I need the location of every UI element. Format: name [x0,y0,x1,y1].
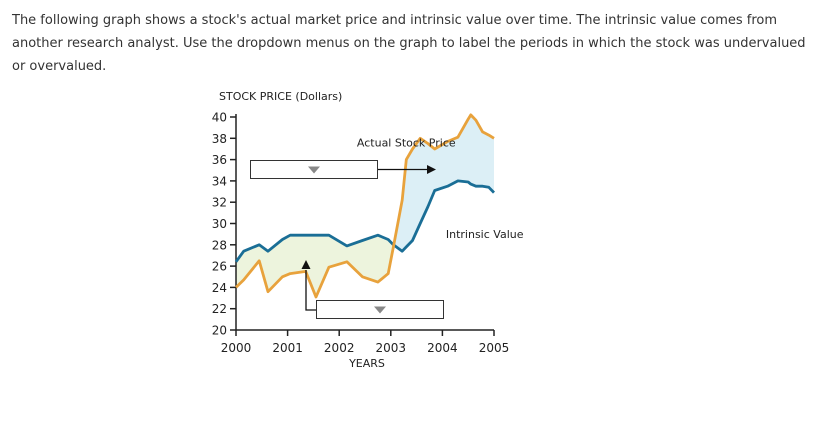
dropdown-period-upper[interactable] [250,160,378,179]
y-tick-label: 20 [212,324,227,338]
x-axis-label: YEARS [348,357,385,370]
x-tick-label: 2004 [427,341,458,355]
y-tick-label: 26 [212,260,227,274]
undervalued-region-fill [236,235,394,297]
x-tick-label: 2000 [221,341,252,355]
x-tick-label: 2001 [272,341,303,355]
actual-stock-price-line [235,113,495,299]
chevron-down-icon [308,166,320,173]
dropdown-period-lower[interactable] [316,300,444,319]
y-tick-label: 38 [212,132,227,146]
chevron-down-icon [374,306,386,313]
y-axis-label: STOCK PRICE (Dollars) [219,90,342,103]
y-tick-label: 36 [212,153,227,167]
y-tick-label: 32 [212,196,227,210]
y-tick-label: 22 [212,302,227,316]
chart-axes: 20 22 24 26 28 30 32 34 36 38 40 2000 2001 2002 2003 20… [212,111,510,356]
dropdown-connector-arrows [301,165,436,311]
y-tick-label: 34 [212,174,227,188]
y-tick-label: 30 [212,217,227,231]
annotation-actual-stock-price: Actual Stock Price [357,137,456,150]
arrowhead [427,165,436,174]
arrowhead [301,260,311,269]
overvalued-region-fill [393,114,494,252]
x-tick-label: 2002 [324,341,355,355]
annotation-intrinsic-value: Intrinsic Value [446,228,524,241]
connector-line [305,270,316,311]
x-tick-label: 2005 [479,341,510,355]
y-tick-label: 24 [212,281,227,295]
y-tick-label: 40 [212,111,227,125]
x-tick-label: 2003 [376,341,407,355]
intrinsic-value-line [234,179,495,263]
y-tick-label: 28 [212,238,227,252]
instructions-text: The following graph shows a stock's actu… [12,13,806,74]
